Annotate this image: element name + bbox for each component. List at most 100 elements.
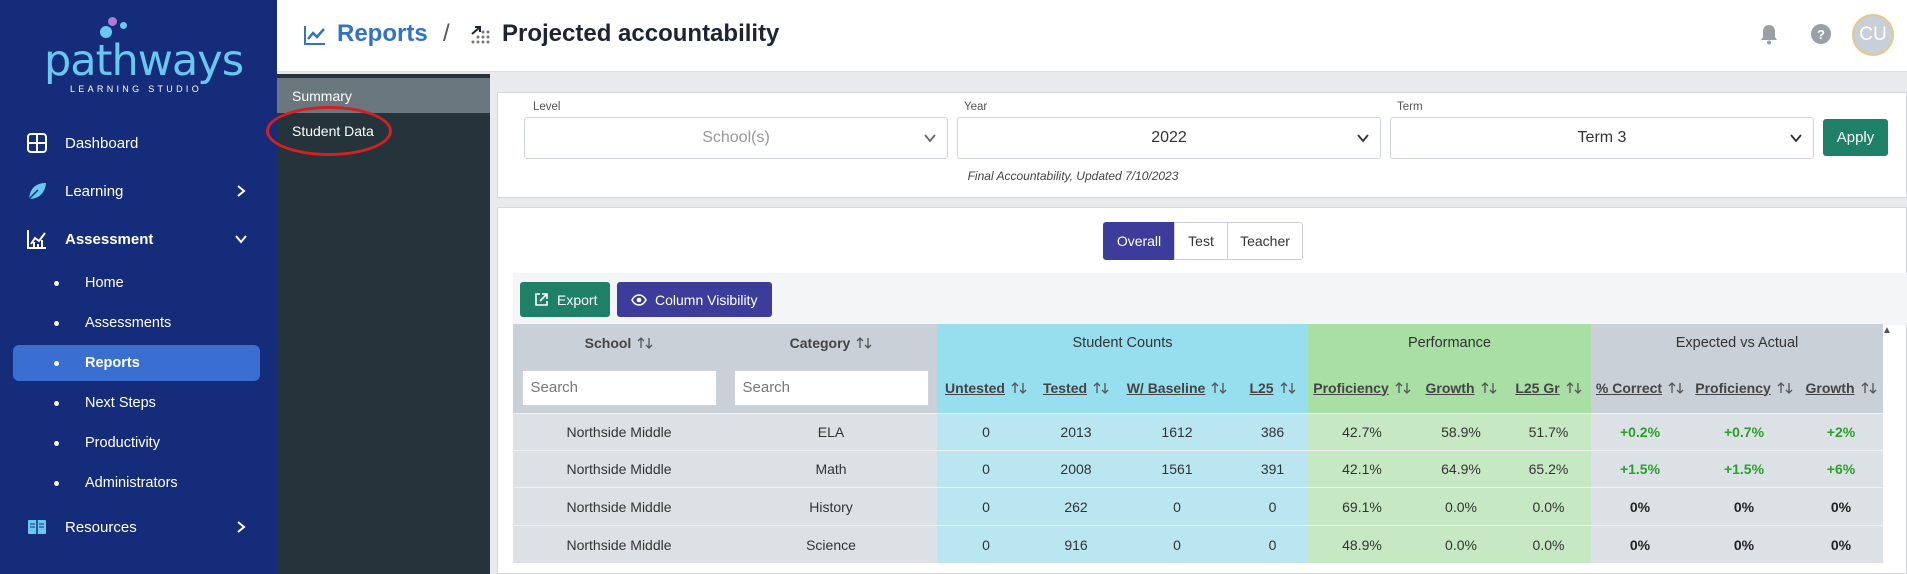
annotation-circle [266, 106, 392, 156]
term-select[interactable]: Term 3 [1390, 117, 1814, 159]
cell-l25-gr: 65.2% [1506, 451, 1591, 487]
sort-icon [1280, 381, 1296, 394]
accountability-note: Final Accountability, Updated 7/10/2023 [967, 169, 1179, 183]
tab-teacher[interactable]: Teacher [1227, 222, 1303, 260]
cell-ea-growth: 0% [1799, 488, 1883, 525]
sidebar-subitem-label: Productivity [85, 435, 160, 451]
sidebar-item-label: Assessment [65, 230, 154, 248]
level-select[interactable]: School(s) [524, 117, 948, 159]
sidebar-subitem-assessments[interactable]: Assessments [0, 305, 277, 341]
table-group-header: School Category Student Counts Performan… [513, 324, 1883, 362]
column-header-label: School [584, 335, 632, 351]
sidebar-subitem-administrators[interactable]: Administrators [0, 465, 277, 501]
table-row: Northside Middle ELA 0 2013 1612 386 42.7% 58.9… [513, 413, 1883, 450]
user-avatar[interactable]: CU [1852, 14, 1894, 56]
cell-tested: 2008 [1035, 451, 1117, 487]
dashboard-icon [27, 133, 47, 153]
table-row: Northside Middle History 0 262 0 0 69.1% 0.0% 0.… [513, 487, 1883, 525]
sidebar-item-assessment[interactable]: Assessment [0, 219, 277, 259]
cell-l25: 0 [1237, 488, 1308, 525]
column-header-l25[interactable]: L25 [1237, 362, 1308, 413]
chevron-right-icon [237, 521, 246, 533]
sidebar-item-learning[interactable]: Learning [0, 171, 277, 211]
scroll-up-icon[interactable]: ▲ [1882, 325, 1892, 336]
column-header-label: Tested [1042, 379, 1088, 396]
chevron-down-icon [924, 134, 936, 143]
cell-untested: 0 [937, 451, 1035, 487]
sidebar-subitem-home[interactable]: Home [0, 265, 277, 301]
cell-tested: 2013 [1035, 414, 1117, 450]
sidebar-subitem-label: Reports [85, 355, 140, 371]
column-header-untested[interactable]: Untested [937, 362, 1035, 413]
bell-icon[interactable] [1757, 22, 1781, 46]
logo-dot [120, 22, 127, 29]
school-search-input[interactable]: Search [521, 369, 717, 406]
school-search-cell: Search [513, 362, 725, 413]
cell-ea-proficiency: +1.5% [1689, 451, 1799, 487]
group-header-expected-vs-actual: Expected vs Actual [1591, 324, 1883, 362]
sort-icon [1777, 381, 1793, 394]
sidebar-item-label: Learning [65, 182, 124, 200]
apply-button[interactable]: Apply [1823, 119, 1888, 156]
brand-name: pathways [44, 36, 244, 86]
tab-test[interactable]: Test [1174, 222, 1228, 260]
tab-overall[interactable]: Overall [1103, 222, 1175, 260]
logo-dot [100, 26, 112, 38]
column-header-growth[interactable]: Growth [1416, 362, 1506, 413]
cell-ea-growth: +2% [1799, 414, 1883, 450]
column-header-pct-correct[interactable]: % Correct [1591, 362, 1689, 413]
sidebar-subitem-label: Next Steps [85, 395, 156, 411]
sidebar-subitem-next-steps[interactable]: Next Steps [0, 385, 277, 421]
column-header-ea-growth[interactable]: Growth [1799, 362, 1883, 413]
column-header-proficiency[interactable]: Proficiency [1308, 362, 1416, 413]
sidebar-subitem-label: Administrators [85, 475, 178, 491]
sidebar-item-dashboard[interactable]: Dashboard [0, 123, 277, 163]
column-header-tested[interactable]: Tested [1035, 362, 1117, 413]
column-header-school[interactable]: School [513, 324, 725, 362]
column-header-category[interactable]: Category [725, 324, 937, 362]
help-icon[interactable]: ? [1809, 22, 1833, 46]
cell-ea-proficiency: 0% [1689, 488, 1799, 525]
sidebar-subitem-reports[interactable]: Reports [13, 345, 260, 381]
export-button[interactable]: Export [520, 282, 610, 317]
bullet-icon [54, 400, 59, 406]
column-header-w-baseline[interactable]: W/ Baseline [1117, 362, 1237, 413]
sort-icon [1395, 381, 1411, 394]
cell-ea-proficiency: 0% [1689, 526, 1799, 563]
column-visibility-label: Column Visibility [655, 291, 758, 308]
bullet-icon [54, 320, 59, 326]
chevron-down-icon [1357, 134, 1369, 143]
chevron-right-icon [237, 185, 246, 197]
sidebar-subitem-label: Assessments [85, 315, 172, 331]
book-icon [28, 520, 46, 534]
cell-w-baseline: 1561 [1117, 451, 1237, 487]
cell-ea-proficiency: +0.7% [1689, 414, 1799, 450]
breadcrumb-separator: / [443, 20, 450, 47]
cell-untested: 0 [937, 414, 1035, 450]
cell-proficiency: 69.1% [1308, 488, 1416, 525]
sort-icon [1566, 381, 1582, 394]
group-header-student-counts: Student Counts [937, 324, 1308, 362]
column-header-ea-proficiency[interactable]: Proficiency [1689, 362, 1799, 413]
category-search-input[interactable]: Search [733, 369, 929, 406]
year-select[interactable]: 2022 [957, 117, 1381, 159]
filter-panel: Level School(s) Year 2022 Term Term 3 Ap… [497, 92, 1907, 198]
pathways-logo[interactable]: pathways LEARNING STUDIO [40, 14, 244, 94]
svg-text:?: ? [1817, 27, 1825, 42]
cell-pct-correct: 0% [1591, 488, 1689, 525]
cell-category: Math [725, 451, 937, 487]
cell-growth: 64.9% [1416, 451, 1506, 487]
cell-category: ELA [725, 414, 937, 450]
scatter-arrow-icon [471, 26, 490, 44]
cell-school: Northside Middle [513, 526, 725, 563]
chevron-down-icon [235, 235, 247, 244]
sidebar-item-resources[interactable]: Resources [0, 507, 277, 547]
breadcrumb-reports[interactable]: Reports [337, 20, 428, 47]
column-visibility-button[interactable]: Column Visibility [617, 282, 772, 317]
column-header-label: Untested [945, 379, 1005, 396]
column-header-l25-gr[interactable]: L25 Gr [1506, 362, 1591, 413]
cell-school: Northside Middle [513, 488, 725, 525]
sidebar-subitem-productivity[interactable]: Productivity [0, 425, 277, 461]
sidebar-subitem-label: Home [85, 275, 124, 291]
leaf-icon [28, 183, 46, 200]
